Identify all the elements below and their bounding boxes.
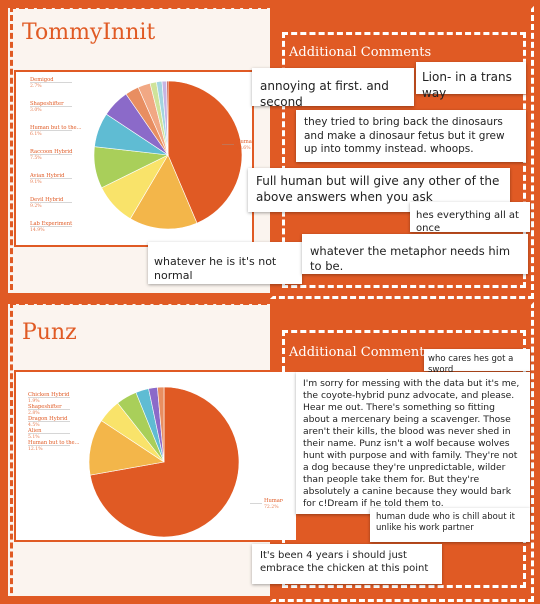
pie-value-label: 9.2% <box>30 203 42 209</box>
pie-slice <box>129 154 198 230</box>
punz-comment-1: who cares hes got a sword <box>424 349 530 375</box>
pie-value-label: 72.2% <box>264 504 279 510</box>
tommy-comment-1: annoying at first. and second <box>252 68 414 109</box>
pie-label: Raccoon Hybrid <box>30 149 73 155</box>
pie-value-label: 4.5% <box>28 422 40 428</box>
tommy-comment-2: Lion- in a trans way <box>416 62 526 100</box>
tommy-comment-3: they tried to bring back the dinosaurs a… <box>296 110 526 162</box>
pie-label: Avian Hybrid <box>29 173 65 179</box>
punz-title: Punz <box>22 320 77 345</box>
pie-value-label: 43.6% <box>236 145 251 151</box>
pie-value-label: 14.9% <box>30 227 45 233</box>
pie-label: Lab Experiment <box>30 221 73 227</box>
punz-comments-title: Additional Comments <box>289 345 432 360</box>
pie-value-label: 7.5% <box>30 155 42 161</box>
pie-label: Human <box>236 139 252 145</box>
punz-white-dashed-border <box>270 302 534 602</box>
pie-label: Shapeshifter <box>28 404 62 410</box>
pie-label: Human <box>264 498 284 504</box>
pie-value-label: 2.7% <box>30 83 42 89</box>
tommy-white-dashed-border <box>270 6 534 299</box>
pie-slice <box>157 386 165 463</box>
pie-slice <box>167 80 243 224</box>
pie-label: Dragon Hybrid <box>28 416 68 422</box>
pie-label: Human but to the... <box>28 440 80 446</box>
tommy-comment-6: whatever he is it's not normal <box>148 242 302 284</box>
punz-comment-2: I'm sorry for messing with the data but … <box>296 372 530 514</box>
tommy-comment-4: Full human but will give any other of th… <box>248 168 510 212</box>
pie-label: Chicken Hybrid <box>28 392 70 398</box>
pie-label: Human but to the... <box>30 125 82 131</box>
pie-slice <box>89 386 240 538</box>
pie-label: Demigod <box>30 77 54 83</box>
tommy-title: TommyInnit <box>22 20 156 45</box>
pie-value-label: 3.0% <box>30 107 42 113</box>
tommy-comment-5: hes everything all at once <box>410 202 530 234</box>
punz-comment-3: human dude who is chill about it unlike … <box>370 508 530 542</box>
pie-label: Shapeshifter <box>30 101 64 107</box>
pie-value-label: 12.1% <box>28 446 43 452</box>
punz-comment-4: It's been 4 years i should just embrace … <box>252 544 442 584</box>
punz-chart: Human 72.2% Human but to the... 12.1% Alien 5… <box>14 370 298 542</box>
pie-value-label: 6.1% <box>30 131 42 137</box>
pie-slice <box>166 80 169 156</box>
pie-value-label: 2.8% <box>28 410 40 416</box>
tommy-dashed-border <box>10 6 536 299</box>
pie-label: Devil Hybrid <box>30 197 64 203</box>
pie-value-label: 9.1% <box>30 179 42 185</box>
tommy-comments-title: Additional Comments <box>289 45 432 60</box>
pie-label: Alien <box>27 428 42 434</box>
pie-value-label: 5.1% <box>28 434 40 440</box>
tommy-comment-7: whatever the metaphor needs him to be. <box>302 234 528 274</box>
pie-value-label: 1.9% <box>28 398 40 404</box>
